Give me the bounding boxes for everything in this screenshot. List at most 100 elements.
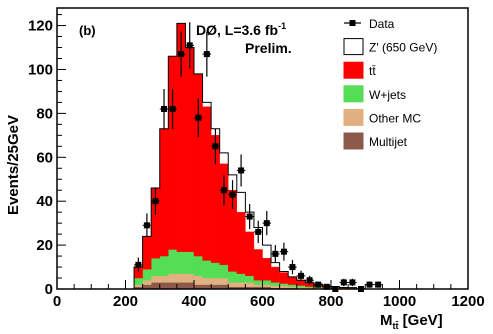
- signal-histogram: [133, 22, 358, 289]
- bar-tt--3: [159, 128, 169, 257]
- bar-other-mc-13: [245, 282, 255, 288]
- x-axis-title-main: M: [380, 312, 393, 329]
- bar-multijet-4: [168, 282, 178, 290]
- bar-w-jets-12: [236, 273, 246, 283]
- data-point-27: [366, 281, 373, 288]
- data-point-10: [220, 187, 227, 194]
- bar-w-jets-19: [296, 285, 306, 288]
- x-tick-label-3: 600: [250, 293, 275, 310]
- data-point-17: [280, 248, 287, 255]
- x-tick-label-5: 1000: [383, 293, 416, 310]
- legend-z-650-gev--label: Z' (650 GeV): [369, 41, 437, 55]
- bar-tt--17: [279, 272, 289, 284]
- data-point-24: [340, 279, 347, 286]
- bar-other-mc-8: [202, 277, 212, 285]
- bar-w-jets-18: [287, 284, 297, 288]
- bar-w-jets-16: [270, 282, 280, 286]
- bar-w-jets-17: [279, 283, 289, 286]
- y-tick-label-5: 100: [28, 61, 53, 78]
- y-axis: 0 20 40 60 80 100 120: [28, 14, 66, 298]
- data-point-13: [246, 213, 253, 220]
- bar-other-mc-16: [270, 285, 280, 289]
- bar-w-jets-15: [262, 280, 272, 285]
- bar-w-jets-13: [245, 275, 255, 283]
- bar-w-jets-14: [253, 280, 263, 285]
- legend: Data Z' (650 GeV) tt̄ W+jets Other MC Multije…: [343, 17, 437, 150]
- bar-w-jets-11: [228, 271, 238, 283]
- bar-w-jets-5: [176, 251, 186, 274]
- data-point-16: [272, 250, 279, 257]
- bar-tt--15: [262, 258, 272, 281]
- bar-other-mc-10: [219, 277, 229, 285]
- x-tick-label-2: 400: [181, 293, 206, 310]
- data-point-9: [212, 143, 219, 150]
- data-point-4: [169, 105, 176, 112]
- bar-tt--1: [142, 236, 152, 270]
- legend-z-650-gev--swatch: [343, 38, 364, 56]
- legend-other-mc-swatch: [343, 108, 364, 126]
- bar-tt--16: [270, 266, 280, 283]
- data-point-5: [178, 51, 185, 58]
- x-tick-label-1: 200: [113, 293, 138, 310]
- experiment-text: DØ, L=3.6 fb: [196, 22, 278, 38]
- panel-label: (b): [79, 23, 96, 38]
- lumi-superscript: -1: [278, 21, 286, 31]
- x-tick-label-0: 0: [53, 293, 61, 310]
- data-point-1: [143, 222, 150, 229]
- bar-w-jets-10: [219, 264, 229, 279]
- legend-other-mc-label: Other MC: [369, 111, 421, 125]
- bar-other-mc-11: [228, 282, 238, 288]
- bar-tt--8: [202, 106, 212, 261]
- data-point-22: [323, 283, 330, 290]
- signal-outline: [133, 22, 358, 289]
- bar-other-mc-7: [193, 275, 203, 285]
- data-point-18: [289, 264, 296, 271]
- x-axis: 0 200 400 600 800 1000 1200: [53, 280, 485, 310]
- stacked-histograms: [133, 23, 357, 290]
- bar-tt--4: [168, 56, 178, 250]
- y-tick-label-2: 40: [36, 193, 53, 210]
- bar-w-jets-4: [168, 249, 178, 274]
- legend-tt--label: tt̄: [369, 64, 376, 78]
- legend-multijet-swatch: [343, 132, 364, 150]
- bar-multijet-2: [150, 282, 160, 290]
- bar-other-mc-0: [133, 284, 143, 288]
- legend-tt--swatch: [343, 61, 364, 79]
- x-axis-title-sub: tt̄: [393, 321, 399, 331]
- bar-other-mc-2: [150, 275, 160, 283]
- bar-w-jets-0: [133, 277, 143, 285]
- bar-other-mc-17: [279, 285, 289, 289]
- x-axis-title: Mtt̄ [GeV]: [380, 312, 443, 331]
- data-point-21: [315, 281, 322, 288]
- data-point-19: [298, 272, 305, 279]
- y-tick-label-3: 60: [36, 149, 53, 166]
- data-point-14: [255, 228, 262, 235]
- data-point-20: [306, 277, 313, 284]
- y-tick-label-0: 0: [45, 281, 53, 298]
- bar-tt--12: [236, 211, 246, 274]
- data-point-8: [203, 51, 210, 58]
- preliminary-label: Prelim.: [245, 40, 292, 56]
- x-tick-label-6: 1200: [451, 293, 484, 310]
- bar-other-mc-4: [168, 273, 178, 283]
- legend-w-jets-label: W+jets: [369, 88, 406, 102]
- bar-other-mc-9: [210, 277, 220, 285]
- data-point-28: [375, 281, 382, 288]
- x-axis-title-unit: [GeV]: [399, 312, 443, 329]
- data-point-2: [152, 198, 159, 205]
- legend-data-label: Data: [369, 17, 395, 31]
- y-tick-label-1: 20: [36, 237, 53, 254]
- y-tick-label-4: 80: [36, 105, 53, 122]
- data-point-6: [186, 42, 193, 49]
- data-point-12: [238, 167, 245, 174]
- bar-w-jets-6: [185, 251, 195, 274]
- bar-w-jets-7: [193, 255, 203, 277]
- bar-other-mc-6: [185, 273, 195, 283]
- legend-multijet-label: Multijet: [369, 135, 408, 149]
- bar-multijet-6: [185, 282, 195, 290]
- data-point-25: [349, 279, 356, 286]
- data-point-0: [135, 261, 142, 268]
- data-point-15: [263, 220, 270, 227]
- x-tick-label-4: 800: [318, 293, 343, 310]
- experiment-label: DØ, L=3.6 fb-1: [196, 21, 286, 38]
